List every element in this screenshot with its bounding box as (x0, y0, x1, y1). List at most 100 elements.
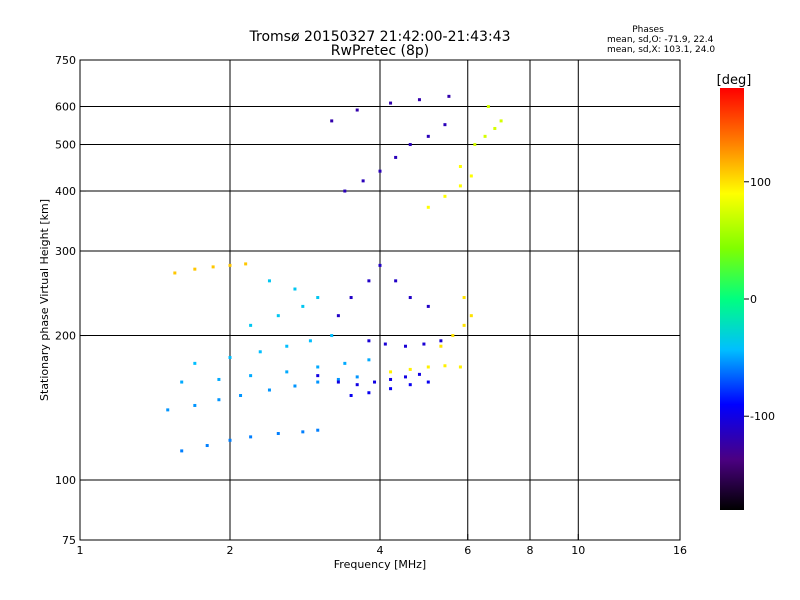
data-point (316, 296, 320, 300)
stats-title: Phases (632, 25, 664, 35)
data-point (389, 387, 393, 391)
data-point (355, 375, 359, 379)
data-point (426, 134, 430, 138)
data-point (267, 388, 271, 392)
data-point (258, 350, 262, 354)
data-point (403, 344, 407, 348)
chart-subtitle: RwPretec (8p) (331, 43, 429, 59)
data-point (426, 365, 430, 369)
data-point (336, 380, 340, 384)
colorbar (720, 88, 744, 510)
data-point (451, 334, 455, 338)
data-point (417, 98, 421, 102)
x-axis-label: Frequency [MHz] (334, 558, 426, 571)
data-point (403, 375, 407, 379)
data-point (316, 380, 320, 384)
data-point (249, 374, 253, 378)
y-axis-label: Stationary phase Virtual Height [km] (38, 199, 51, 401)
data-point (228, 355, 232, 359)
data-point (408, 383, 412, 387)
data-point (285, 344, 289, 348)
data-point (173, 271, 177, 275)
colorbar-label: [deg] (717, 73, 752, 88)
data-point (330, 334, 334, 338)
data-point (458, 365, 462, 369)
data-point (293, 384, 297, 388)
data-point (301, 430, 305, 434)
data-point (276, 314, 280, 318)
data-point (330, 119, 334, 123)
data-point (483, 134, 487, 138)
data-point (308, 339, 312, 343)
y-tick-label: 300 (55, 245, 76, 258)
data-point (378, 263, 382, 267)
data-point (426, 304, 430, 308)
x-tick-label: 16 (673, 544, 687, 557)
data-point (389, 377, 393, 381)
data-point (249, 323, 253, 327)
data-point (462, 296, 466, 300)
data-point (394, 155, 398, 159)
y-tick-label: 600 (55, 101, 76, 114)
data-point (180, 449, 184, 453)
colorbar-tick-label: -100 (750, 410, 775, 423)
data-point (426, 205, 430, 209)
y-tick-label: 400 (55, 185, 76, 198)
data-point (355, 383, 359, 387)
data-point (389, 101, 393, 105)
data-point (443, 194, 447, 198)
colorbar-tick-label: 0 (750, 293, 757, 306)
data-point (349, 394, 353, 398)
data-point (343, 189, 347, 193)
data-point (408, 296, 412, 300)
data-point (316, 365, 320, 369)
data-point (193, 361, 197, 365)
colorbar-tick-label: 100 (750, 176, 771, 189)
data-point (285, 370, 289, 374)
data-point (394, 279, 398, 283)
data-point (458, 184, 462, 188)
data-point (439, 344, 443, 348)
data-point (343, 361, 347, 365)
data-point (389, 370, 393, 374)
data-point (228, 438, 232, 442)
data-point (499, 119, 503, 123)
data-point (373, 380, 377, 384)
data-point (443, 123, 447, 127)
y-tick-label: 500 (55, 139, 76, 152)
data-point (193, 403, 197, 407)
x-tick-label: 6 (464, 544, 471, 557)
data-point (361, 179, 365, 183)
data-point (217, 377, 221, 381)
data-point (316, 374, 320, 378)
data-point (408, 367, 412, 371)
data-point (301, 304, 305, 308)
data-point (469, 314, 473, 318)
chart-title: Tromsø 20150327 21:42:00-21:43:43 (249, 29, 511, 45)
data-point (249, 435, 253, 439)
data-point (211, 265, 215, 269)
x-tick-label: 4 (377, 544, 384, 557)
x-tick-label: 8 (527, 544, 534, 557)
data-point (493, 126, 497, 130)
data-point (355, 108, 359, 112)
data-point (462, 323, 466, 327)
data-point (244, 262, 248, 266)
data-point (316, 428, 320, 432)
data-point (205, 444, 209, 448)
data-point (166, 408, 170, 412)
data-point (367, 358, 371, 362)
data-point (293, 287, 297, 291)
data-point (439, 339, 443, 343)
data-point (180, 380, 184, 384)
data-point (443, 364, 447, 368)
stats-line-o: mean, sd,O: -71.9, 22.4 (607, 35, 714, 45)
data-point (349, 296, 353, 300)
data-point (378, 169, 382, 173)
data-point (383, 342, 387, 346)
data-point (217, 398, 221, 402)
data-point (228, 263, 232, 267)
y-tick-label: 750 (55, 54, 76, 67)
data-point (422, 342, 426, 346)
stats-line-x: mean, sd,X: 103.1, 24.0 (607, 45, 715, 55)
